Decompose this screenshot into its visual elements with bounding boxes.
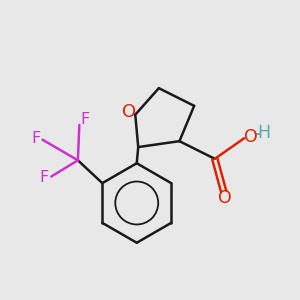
Text: F: F xyxy=(39,170,49,185)
Text: F: F xyxy=(80,112,89,127)
Text: F: F xyxy=(32,131,41,146)
Text: O: O xyxy=(218,189,231,207)
Text: O: O xyxy=(122,103,136,121)
Text: H: H xyxy=(258,124,271,142)
Text: O: O xyxy=(244,128,258,146)
